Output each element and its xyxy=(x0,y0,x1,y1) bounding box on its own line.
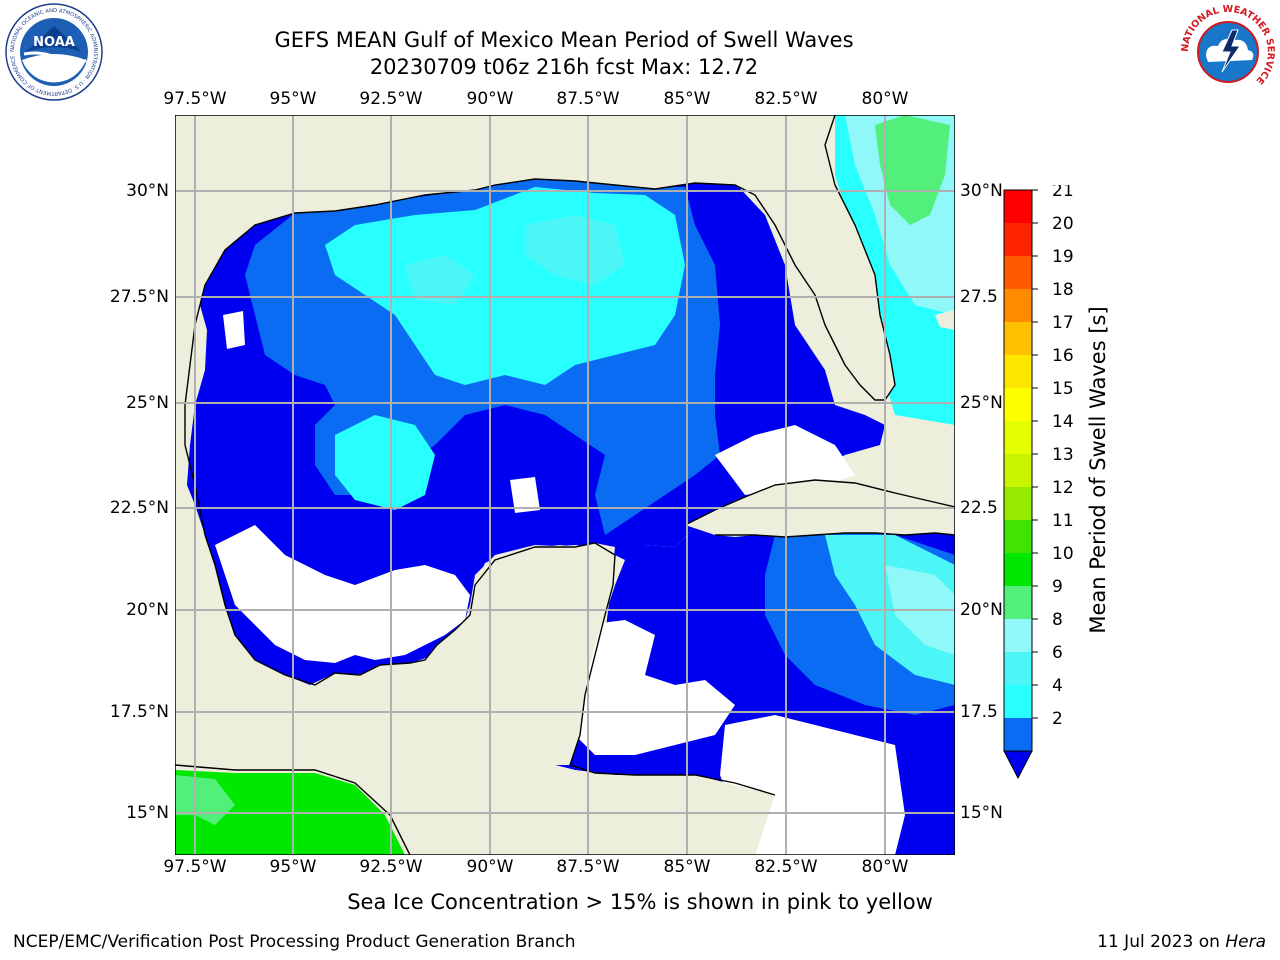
lon-label-top: 82.5°W xyxy=(754,89,818,109)
lon-label-bottom: 87.5°W xyxy=(556,857,620,877)
colorbar-tick-label: 16 xyxy=(1052,346,1074,366)
noaa-logo-text: NOAA xyxy=(33,35,75,50)
lat-label-left: 17.5°N xyxy=(109,702,169,722)
sea-ice-note: Sea Ice Concentration > 15% is shown in … xyxy=(347,890,933,914)
land-bahamas xyxy=(935,310,955,330)
nws-logo: NATIONAL WEATHER SERVICE xyxy=(1178,2,1278,102)
colorbar-swatch xyxy=(1004,454,1032,488)
colorbar-tick-label: 13 xyxy=(1052,445,1074,465)
no-data-patch-texas xyxy=(223,311,245,349)
colorbar-swatch xyxy=(1004,586,1032,620)
colorbar-tick-label: 15 xyxy=(1052,379,1074,399)
lat-label-right: 20°N xyxy=(960,600,1003,620)
lon-label-top: 85°W xyxy=(663,89,711,109)
colorbar-swatch xyxy=(1004,421,1032,455)
colorbar-swatch xyxy=(1004,520,1032,554)
colorbar: 21 20 19 18 17 16 15 14 13 12 11 10 9 8 6 4 2 xyxy=(1003,185,1074,780)
lat-label-right: 27.5 xyxy=(960,287,998,307)
lat-label-right: 25°N xyxy=(960,393,1003,413)
colorbar-outline xyxy=(1003,189,1033,752)
period-6-8s-patch xyxy=(525,215,625,285)
colorbar-tick-label: 9 xyxy=(1052,577,1063,597)
lon-label-bottom: 90°W xyxy=(466,857,514,877)
lat-label-left: 25°N xyxy=(126,393,169,413)
lon-label-bottom: 82.5°W xyxy=(754,857,818,877)
colorbar-swatch xyxy=(1004,289,1032,323)
colorbar-tick-label: 18 xyxy=(1052,280,1074,300)
colorbar-swatches xyxy=(1003,189,1033,780)
lat-label-right: 22.5 xyxy=(960,498,998,518)
period-6-8s-patch-2 xyxy=(405,255,475,305)
colorbar-swatch xyxy=(1004,223,1032,257)
lat-label-right: 30°N xyxy=(960,181,1003,201)
colorbar-swatch xyxy=(1004,322,1032,356)
land-central-america xyxy=(555,765,775,855)
colorbar-tick-label: 21 xyxy=(1052,185,1074,201)
lat-label-left: 20°N xyxy=(126,600,169,620)
lon-label-top: 90°W xyxy=(466,89,514,109)
land-yucatan-peninsula xyxy=(445,545,615,765)
colorbar-swatch xyxy=(1004,487,1032,521)
lat-label-left: 15°N xyxy=(126,803,169,823)
chart-subtitle: 20230709 t06z 216h fcst Max: 12.72 xyxy=(369,55,759,79)
colorbar-swatch xyxy=(1004,685,1032,719)
lon-label-top: 80°W xyxy=(861,89,909,109)
land-usa-gulf-coast xyxy=(175,115,895,445)
colorbar-tick-label: 14 xyxy=(1052,412,1074,432)
coastline xyxy=(184,115,955,796)
colorbar-swatch xyxy=(1004,553,1032,587)
lat-label-right: 17.5 xyxy=(960,702,998,722)
colorbar-tick-label: 8 xyxy=(1052,610,1063,630)
lon-label-bottom: 92.5°W xyxy=(359,857,423,877)
lat-label-left: 30°N xyxy=(126,181,169,201)
colorbar-swatch xyxy=(1004,388,1032,422)
date-stamp: 11 Jul 2023 on Hera xyxy=(1097,932,1266,952)
lon-label-top: 92.5°W xyxy=(359,89,423,109)
lon-label-top: 97.5°W xyxy=(163,89,227,109)
colorbar-swatch xyxy=(1004,256,1032,290)
lon-label-bottom: 85°W xyxy=(663,857,711,877)
colorbar-tick-label: 4 xyxy=(1052,676,1063,696)
lon-label-bottom: 80°W xyxy=(861,857,909,877)
no-data-yucatan-channel xyxy=(575,620,735,755)
no-data-patch-gulf xyxy=(510,477,540,513)
colorbar-swatch xyxy=(1004,652,1032,686)
gridlines xyxy=(175,115,955,855)
colorbar-swatch xyxy=(1004,190,1032,224)
colorbar-swatch xyxy=(1004,718,1032,752)
colorbar-tick-label: 20 xyxy=(1052,214,1074,234)
period-4-6s-west xyxy=(335,415,435,510)
lon-label-top: 87.5°W xyxy=(556,89,620,109)
colorbar-ticks: 21 20 19 18 17 16 15 14 13 12 11 10 9 8 6 4 2 xyxy=(1032,185,1074,729)
pacific-coastline xyxy=(175,764,411,855)
machine-name: Hera xyxy=(1225,932,1266,952)
lon-label-bottom: 95°W xyxy=(269,857,317,877)
colorbar-swatch xyxy=(1004,619,1032,653)
colorbar-tick-label: 17 xyxy=(1052,313,1074,333)
gulf-of-mexico-map xyxy=(175,115,955,855)
lat-label-right: 15°N xyxy=(960,803,1003,823)
colorbar-tick-label: 12 xyxy=(1052,478,1074,498)
credit-text: NCEP/EMC/Verification Post Processing Pr… xyxy=(13,932,576,952)
lon-label-bottom: 97.5°W xyxy=(163,857,227,877)
chart-title: GEFS MEAN Gulf of Mexico Mean Period of … xyxy=(274,28,854,52)
colorbar-label: Mean Period of Swell Waves [s] xyxy=(1086,306,1110,634)
colorbar-tick-label: 10 xyxy=(1052,544,1074,564)
noaa-logo: NATIONAL OCEANIC AND ATMOSPHERIC ADMINIS… xyxy=(5,3,103,101)
no-data-bay-of-campeche xyxy=(215,525,470,663)
colorbar-extend-arrow xyxy=(1003,750,1033,780)
colorbar-tick-label: 2 xyxy=(1052,709,1063,729)
lat-label-left: 22.5°N xyxy=(109,498,169,518)
period-8-9s-atlantic xyxy=(875,115,950,225)
colorbar-swatch xyxy=(1004,355,1032,389)
colorbar-tick-label: 19 xyxy=(1052,247,1074,267)
lat-label-left: 27.5°N xyxy=(109,287,169,307)
lon-label-top: 95°W xyxy=(269,89,317,109)
colorbar-tick-label: 6 xyxy=(1052,643,1063,663)
colorbar-tick-label: 11 xyxy=(1052,511,1074,531)
date-text: 11 Jul 2023 on xyxy=(1097,932,1220,952)
